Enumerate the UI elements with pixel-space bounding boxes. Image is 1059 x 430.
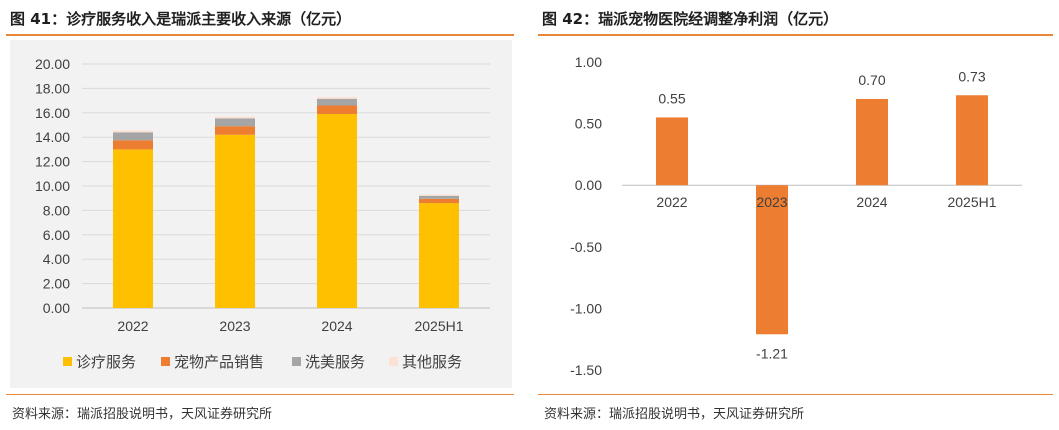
data-label: 0.55 [658,90,685,106]
y-tick-label: 20.00 [35,56,70,72]
bar-segment [113,130,153,133]
bar [956,95,988,186]
y-tick-label: 8.00 [43,202,70,218]
title-divider [538,34,1053,36]
x-tick-label: 2025H1 [414,318,463,334]
y-tick-label: 6.00 [43,227,70,243]
bar [756,185,788,335]
x-tick-label: 2024 [321,318,352,334]
legend-label: 诊疗服务 [76,353,136,371]
x-tick-label: 2022 [117,318,148,334]
bar-segment [419,203,459,308]
chart-title: 图 42：瑞派宠物医院经调整净利润（亿元） [542,10,839,28]
y-tick-label: 0.50 [575,116,602,132]
legend-swatch [292,357,301,366]
stacked-bar-chart: 0.00 2.00 4.00 6.00 8.00 10.00 12.00 14.00 16.00… [35,56,490,371]
bar-segment [317,96,357,99]
chart-title: 图 41：诊疗服务收入是瑞派主要收入来源（亿元） [10,10,352,28]
bar-segment [317,105,357,115]
bar-chart: 1.00 0.50 0.00 -0.50 -1.00 -1.50 2022 0.55 2023 -… [570,54,1022,378]
x-tick-label: 2025H1 [947,194,996,210]
bar-segment [113,132,153,141]
bar-segment [215,134,255,308]
data-label: -1.21 [756,345,788,361]
bar-segment [113,140,153,150]
y-tick-label: 16.00 [35,105,70,121]
bar [856,98,888,186]
bar-segment [419,195,459,199]
x-tick-label: 2023 [219,318,250,334]
bar-segment [419,198,459,204]
bar-segment [215,126,255,135]
chart-panel-revenue: 图 41：诊疗服务收入是瑞派主要收入来源（亿元） 0.00 2.00 4.00 6.0… [0,0,520,430]
bar-segment [419,194,459,196]
y-tick-label: 12.00 [35,154,70,170]
chart-source: 资料来源：瑞派招股说明书，天风证券研究所 [12,407,273,422]
y-tick-label: 10.00 [35,178,70,194]
x-tick-label: 2024 [856,194,887,210]
legend-label: 宠物产品销售 [174,353,264,371]
y-tick-label: 14.00 [35,129,70,145]
data-label: 0.73 [958,68,985,84]
bar-segment [317,114,357,309]
legend-label: 洗美服务 [305,353,365,371]
y-tick-label: -1.50 [570,362,602,378]
legend-swatch [63,357,72,366]
bar [656,117,688,186]
legend-label: 其他服务 [402,353,462,371]
y-tick-label: -1.00 [570,300,602,316]
y-tick-label: -0.50 [570,239,602,255]
y-tick-label: 1.00 [575,54,602,70]
footer-divider [538,394,1053,395]
chart-source: 资料来源：瑞派招股说明书，天风证券研究所 [544,407,805,422]
y-tick-label: 0.00 [43,300,70,316]
bar-segment [113,149,153,308]
bar-segment [215,116,255,119]
bar-segment [215,118,255,127]
y-tick-label: 18.00 [35,80,70,96]
y-tick-label: 0.00 [575,177,602,193]
x-tick-label: 2022 [656,194,687,210]
footer-divider [6,394,514,395]
bar-segment [317,98,357,106]
x-tick-label: 2023 [756,194,787,210]
legend-swatch [161,357,170,366]
title-divider [6,34,514,36]
legend-swatch [389,357,398,366]
y-tick-label: 2.00 [43,276,70,292]
y-tick-label: 4.00 [43,251,70,267]
chart-panel-profit: 图 42：瑞派宠物医院经调整净利润（亿元） 1.00 0.50 0.00 -0.50 -… [532,0,1059,430]
data-label: 0.70 [858,72,885,88]
